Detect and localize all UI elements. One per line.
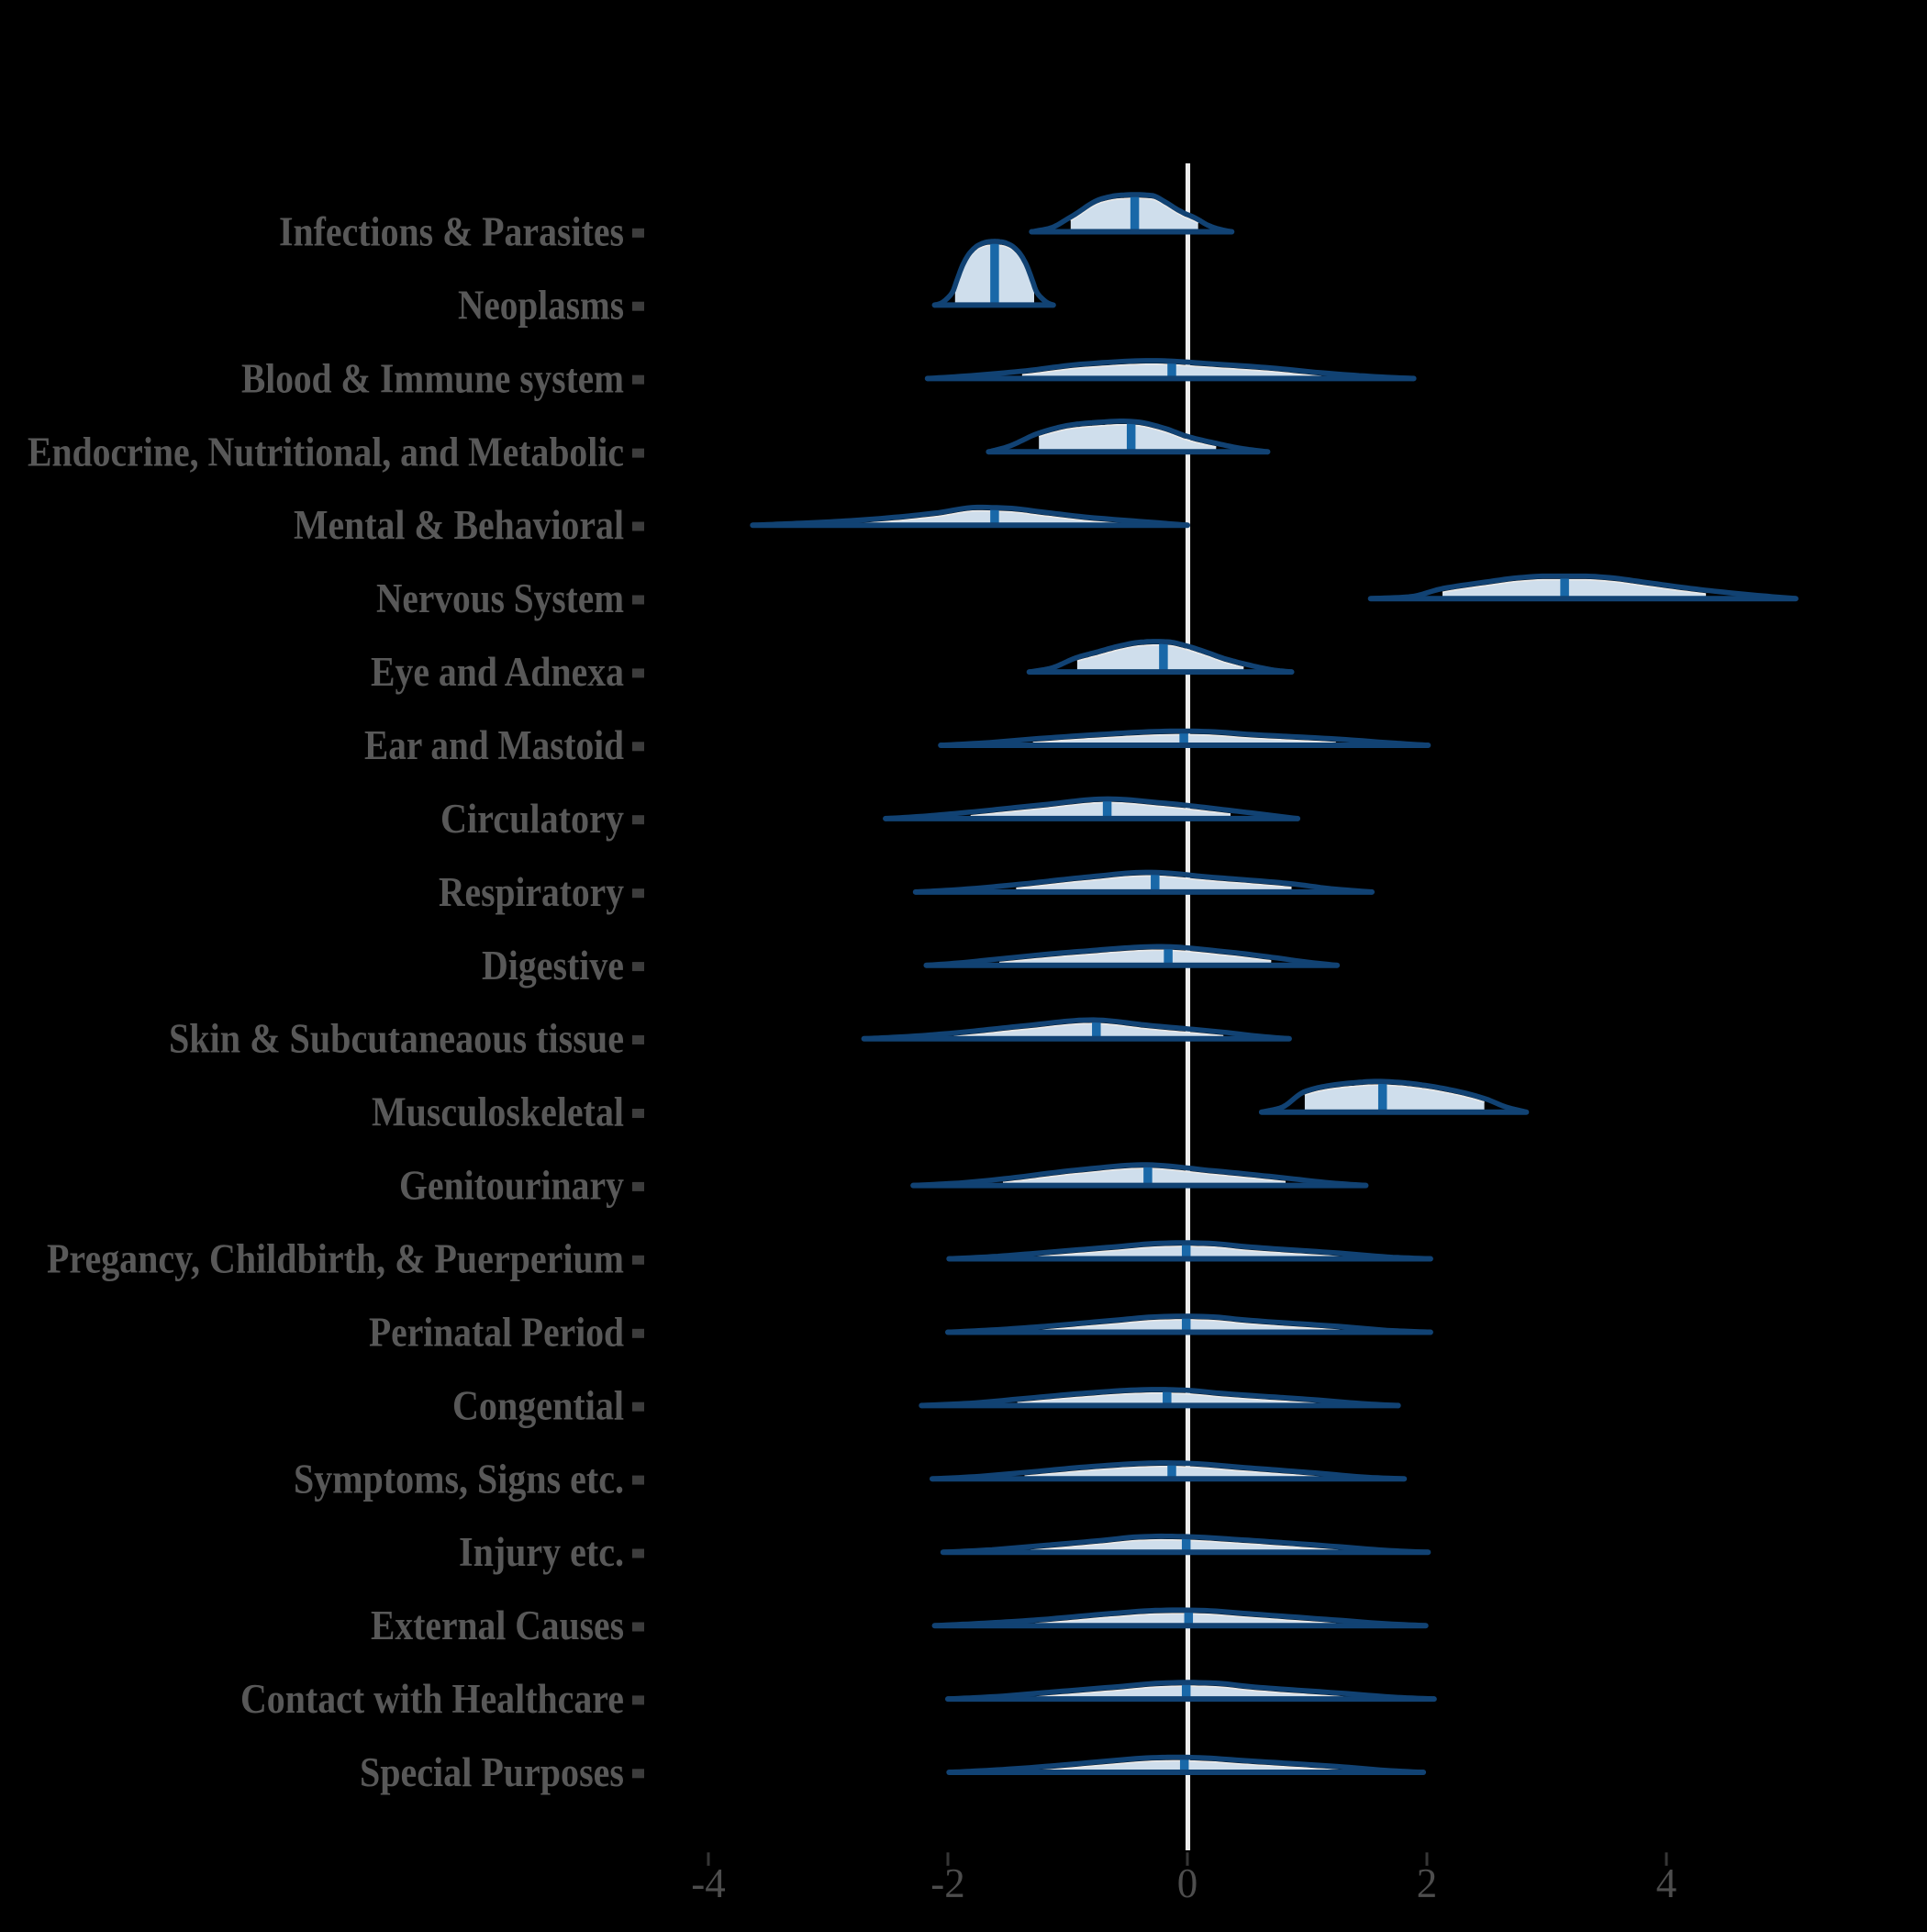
svg-text:Infections & Parasites: Infections & Parasites (279, 209, 624, 255)
svg-text:Blood & Immune system: Blood & Immune system (241, 355, 624, 401)
svg-text:Digestive: Digestive (482, 943, 624, 988)
svg-text:Endocrine, Nutritional, and Me: Endocrine, Nutritional, and Metabolic (28, 429, 624, 475)
svg-text:2: 2 (1417, 1860, 1438, 1906)
svg-text:Ear and Mastoid: Ear and Mastoid (364, 722, 624, 768)
svg-text:Genitourinary: Genitourinary (399, 1163, 624, 1209)
svg-text:Perinatal Period: Perinatal Period (369, 1310, 624, 1356)
svg-text:Musculoskeletal: Musculoskeletal (372, 1089, 624, 1135)
svg-text:Special Purposes: Special Purposes (360, 1749, 624, 1795)
svg-text:Eye and Adnexa: Eye and Adnexa (371, 649, 624, 695)
svg-text:Contact with Healthcare: Contact with Healthcare (240, 1676, 624, 1722)
svg-text:-4: -4 (691, 1860, 726, 1906)
svg-text:4: 4 (1656, 1860, 1677, 1906)
svg-text:Congential: Congential (452, 1382, 624, 1428)
svg-text:Skin & Subcutaneaous tissue: Skin & Subcutaneaous tissue (169, 1016, 624, 1062)
svg-text:-2: -2 (930, 1860, 965, 1906)
svg-text:External Causes: External Causes (371, 1603, 624, 1648)
svg-text:Nervous System: Nervous System (376, 575, 624, 621)
svg-text:Circulatory: Circulatory (440, 796, 624, 842)
svg-text:Mental & Behavioral: Mental & Behavioral (294, 502, 624, 548)
svg-text:Respiratory: Respiratory (439, 869, 624, 915)
svg-text:Symptoms, Signs etc.: Symptoms, Signs etc. (294, 1456, 624, 1502)
svg-text:Pregancy, Childbirth, & Puerpe: Pregancy, Childbirth, & Puerperium (47, 1236, 624, 1282)
svg-text:Neoplasms: Neoplasms (458, 282, 624, 328)
svg-text:0: 0 (1177, 1860, 1198, 1906)
svg-text:Injury etc.: Injury etc. (459, 1529, 624, 1575)
